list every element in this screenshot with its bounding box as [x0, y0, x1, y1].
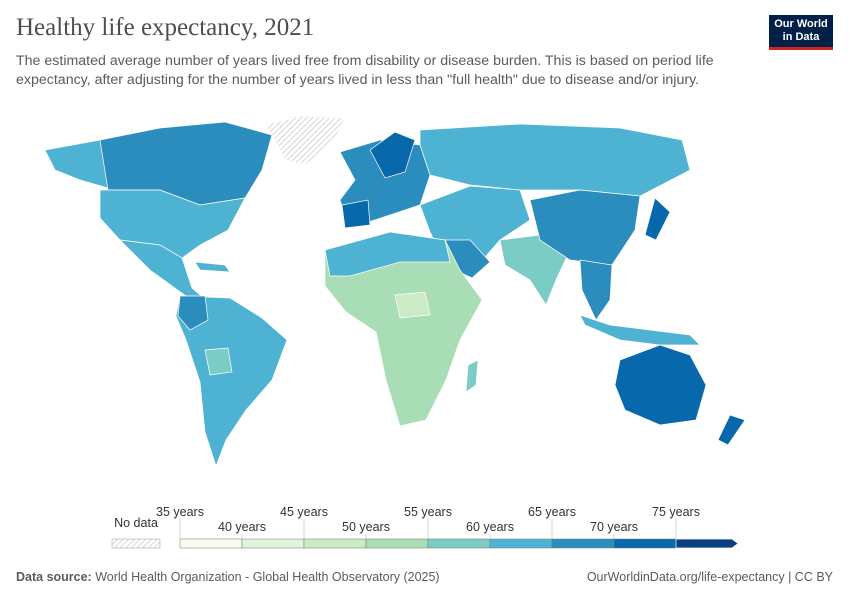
indonesia[interactable]: [579, 314, 701, 346]
legend-label: 65 years: [528, 505, 576, 519]
legend-swatch: [365, 538, 429, 549]
africa[interactable]: [324, 231, 483, 427]
logo-line: Our World: [774, 18, 828, 30]
mexico[interactable]: [119, 239, 208, 301]
madagascar[interactable]: [465, 359, 479, 393]
legend-label: 40 years: [218, 520, 266, 534]
title: Healthy life expectancy, 2021: [16, 14, 315, 41]
legend-swatch: [241, 538, 305, 549]
north-africa[interactable]: [324, 231, 451, 277]
source: Data source: World Health Organization -…: [16, 570, 440, 584]
logo[interactable]: Our World in Data: [769, 15, 833, 50]
bolivia[interactable]: [204, 347, 233, 376]
link[interactable]: OurWorldinData.org/life-expectancy | CC …: [586, 570, 833, 584]
legend-swatch: [551, 538, 615, 549]
usa[interactable]: [99, 189, 246, 259]
legend-label: 60 years: [466, 520, 514, 534]
legend: No data 35 years 40 years 45 years 50 years…: [111, 505, 739, 549]
logo-line: in Data: [782, 31, 820, 43]
countries: [44, 115, 746, 468]
subtitle: The estimated average number of years li…: [16, 53, 714, 88]
legend-swatch: [179, 538, 243, 549]
alaska[interactable]: [44, 139, 109, 189]
australia[interactable]: [614, 344, 707, 426]
world-map: No data 35 years 40 years 45 years 50 years…: [44, 115, 746, 549]
legend-label: 55 years: [404, 505, 452, 519]
legend-swatch: [489, 538, 553, 549]
greenland[interactable]: [264, 115, 346, 166]
legend-label: 50 years: [342, 520, 390, 534]
south-america[interactable]: [175, 295, 288, 468]
caribbean[interactable]: [194, 261, 231, 273]
russia[interactable]: [419, 123, 691, 197]
southeast-asia[interactable]: [579, 259, 613, 321]
legend-label: 75 years: [652, 505, 700, 519]
china[interactable]: [529, 189, 641, 266]
legend-swatch: [303, 538, 367, 549]
legend-label: 35 years: [156, 505, 204, 519]
japan[interactable]: [644, 197, 671, 241]
legend-swatch: [613, 538, 677, 549]
new-zealand[interactable]: [717, 414, 746, 446]
central-africa[interactable]: [394, 291, 431, 319]
source-label: Data source:: [16, 570, 92, 584]
colombia[interactable]: [177, 295, 209, 331]
legend-label: 70 years: [590, 520, 638, 534]
legend-label: 45 years: [280, 505, 328, 519]
legend-swatch: [675, 538, 739, 549]
legend-no-data-swatch[interactable]: [111, 538, 161, 549]
source-text: World Health Organization - Global Healt…: [95, 570, 440, 584]
legend-no-data-label: No data: [114, 516, 158, 530]
scandinavia[interactable]: [369, 131, 416, 179]
legend-swatch: [427, 538, 491, 549]
iberia[interactable]: [341, 199, 371, 229]
